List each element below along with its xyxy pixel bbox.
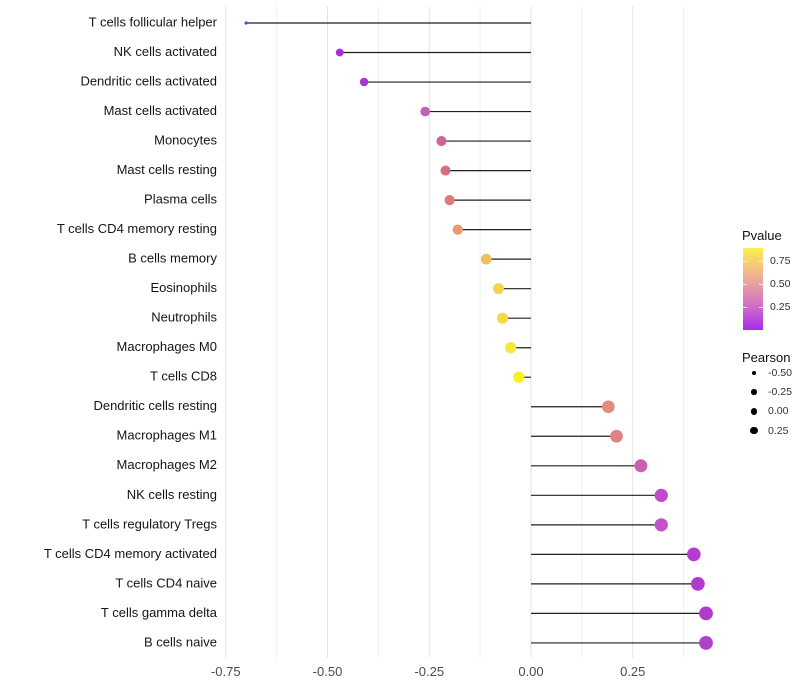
lollipop-dot — [452, 224, 463, 235]
category-label: T cells CD8 — [150, 369, 217, 384]
pearson-legend-dot — [751, 370, 757, 376]
lollipop-dot — [492, 283, 504, 295]
lollipop-dot — [480, 253, 492, 265]
lollipop-dot — [686, 547, 701, 562]
colorbar-tick — [759, 307, 763, 308]
lollipop-dot — [699, 606, 713, 621]
lollipop-dot — [335, 48, 344, 57]
category-label: Plasma cells — [144, 192, 217, 207]
colorbar-tick — [743, 283, 747, 285]
pearson-legend-dot — [750, 426, 758, 435]
lollipop-dot — [634, 459, 648, 473]
pearson-legend-title: Pearson — [742, 350, 791, 365]
x-tick-label: -0.75 — [211, 664, 241, 679]
category-label: T cells CD4 memory resting — [57, 221, 217, 236]
lollipop-dot — [699, 636, 713, 650]
category-label: T cells CD4 naive — [115, 575, 217, 590]
category-label: T cells regulatory Tregs — [82, 516, 217, 531]
lollipop-dot — [691, 577, 705, 591]
category-label: Macrophages M1 — [117, 428, 217, 443]
colorbar-tick — [743, 307, 747, 308]
lollipop-dot — [602, 400, 615, 414]
category-label: NK cells resting — [127, 487, 217, 502]
colorbar-tick — [759, 260, 763, 262]
lollipop-dot — [444, 195, 455, 206]
category-label: Neutrophils — [151, 310, 217, 325]
category-label: Dendritic cells activated — [80, 73, 217, 88]
lollipop-dot — [420, 106, 431, 117]
lollipop-dot — [654, 488, 668, 502]
pearson-legend-label: -0.50 — [768, 367, 792, 379]
colorbar-tick — [759, 283, 763, 285]
category-label: NK cells activated — [114, 44, 217, 59]
pearson-legend-dot — [751, 389, 757, 395]
pearson-legend-label: -0.25 — [768, 386, 792, 399]
category-label: Mast cells resting — [117, 162, 217, 177]
pvalue-tick-label: 0.75 — [770, 254, 791, 267]
lollipop-dot — [505, 342, 517, 354]
x-tick-label: -0.25 — [414, 664, 444, 679]
lollipop-dot — [654, 518, 668, 532]
pvalue-legend-title: Pvalue — [742, 228, 782, 243]
category-label: T cells follicular helper — [89, 14, 218, 29]
x-tick-label: 0.00 — [518, 664, 543, 679]
x-tick-label: 0.25 — [620, 664, 645, 679]
category-label: Macrophages M0 — [117, 339, 217, 354]
category-label: B cells naive — [144, 634, 217, 649]
x-tick-label: -0.50 — [313, 664, 343, 679]
category-label: Dendritic cells resting — [93, 398, 217, 413]
pearson-legend-dot — [750, 408, 758, 415]
category-label: Macrophages M2 — [117, 457, 217, 472]
lollipop-dot — [513, 371, 525, 383]
category-label: Eosinophils — [151, 280, 218, 295]
category-label: Mast cells activated — [104, 103, 217, 118]
lollipop-dot — [496, 312, 509, 324]
lollipop-dot — [436, 136, 447, 147]
pearson-legend-label: 0.00 — [768, 405, 789, 418]
lollipop-dot — [610, 429, 623, 443]
category-label: Monocytes — [154, 133, 217, 148]
colorbar-tick — [743, 260, 747, 262]
category-label: B cells memory — [128, 251, 217, 266]
lollipop-dot — [359, 77, 369, 87]
lollipop-dot — [440, 165, 451, 176]
pvalue-tick-label: 0.50 — [770, 277, 791, 290]
category-label: T cells CD4 memory activated — [44, 546, 217, 561]
pearson-legend-label: 0.25 — [768, 424, 789, 437]
lollipop-dot — [244, 21, 248, 25]
pvalue-colorbar — [743, 248, 763, 330]
category-label: T cells gamma delta — [101, 605, 218, 620]
pvalue-tick-label: 0.25 — [770, 301, 791, 313]
